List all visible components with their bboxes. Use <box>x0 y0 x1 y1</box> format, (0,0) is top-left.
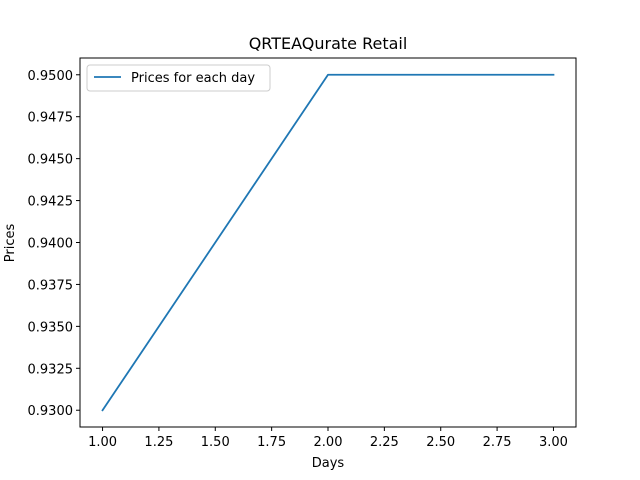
chart-title: QRTEAQurate Retail <box>249 34 408 53</box>
axis-ticks: 1.00 1.25 1.50 1.75 2.00 2.25 2.50 2.75 3.00 0.93… <box>28 69 568 450</box>
x-tick-label: 1.50 <box>201 435 230 450</box>
y-axis-label: Prices <box>3 224 18 263</box>
x-axis-label: Days <box>312 456 345 471</box>
x-tick-label: 2.25 <box>370 435 399 450</box>
legend: Prices for each day <box>86 64 271 92</box>
x-tick-label: 2.50 <box>426 435 455 450</box>
x-tick-label: 2.00 <box>314 435 343 450</box>
x-tick-label: 2.75 <box>483 435 512 450</box>
y-tick-label: 0.9300 <box>28 404 74 419</box>
y-tick-label: 0.9325 <box>28 362 74 377</box>
series-line <box>101 73 555 412</box>
y-tick-label: 0.9450 <box>28 153 74 168</box>
legend-label: Prices for each day <box>131 71 255 86</box>
y-tick-label: 0.9375 <box>28 278 74 293</box>
x-tick-label: 1.00 <box>88 435 117 450</box>
x-tick-label: 3.00 <box>539 435 568 450</box>
y-tick-label: 0.9475 <box>28 111 74 126</box>
legend-box <box>86 64 271 92</box>
y-tick-label: 0.9425 <box>28 195 74 210</box>
plot-area <box>101 73 555 412</box>
y-tick-label: 0.9500 <box>28 69 74 84</box>
x-tick-label: 1.25 <box>144 435 173 450</box>
y-tick-label: 0.9400 <box>28 237 74 252</box>
y-tick-label: 0.9350 <box>28 320 74 335</box>
x-tick-label: 1.75 <box>257 435 286 450</box>
